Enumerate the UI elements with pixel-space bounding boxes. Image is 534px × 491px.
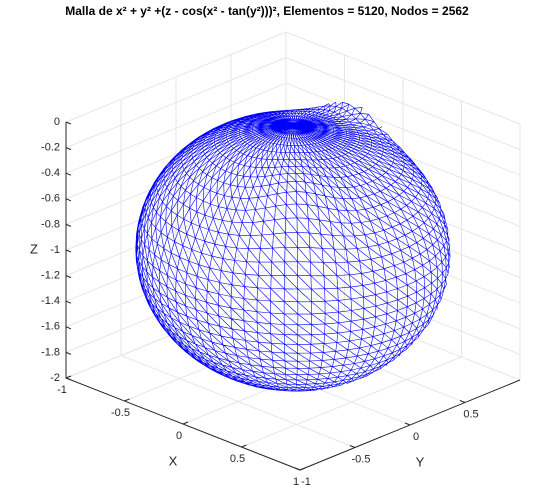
y-axis xyxy=(299,379,521,471)
z-tick-label: -0.6 xyxy=(41,193,60,205)
x-tick-label: -0.5 xyxy=(111,407,130,419)
chart-title: Malla de x² + y² +(z - cos(x² - tan(y²))… xyxy=(65,4,469,18)
grid-line xyxy=(230,310,466,403)
y-tick-label: -1 xyxy=(301,476,311,488)
z-tick-label: -1 xyxy=(50,244,60,256)
x-tick-label: 0.5 xyxy=(230,453,245,465)
tick-mark xyxy=(65,351,72,355)
tick-mark xyxy=(65,121,72,125)
y-tick-label: 0.5 xyxy=(463,408,478,420)
grid-line xyxy=(120,355,356,448)
z-tick-label: -0.2 xyxy=(41,142,60,154)
x-axis xyxy=(65,377,301,471)
mesh xyxy=(135,101,451,392)
tick-mark xyxy=(124,398,130,402)
tick-mark xyxy=(65,249,72,253)
z-tick-label: -2 xyxy=(50,372,60,384)
tick-mark xyxy=(65,198,72,202)
mesh-lines xyxy=(135,101,451,392)
tick-mark xyxy=(65,275,72,279)
z-tick-label: -1.6 xyxy=(41,321,60,333)
z-tick-label: -1.2 xyxy=(41,270,60,282)
x-tick-label: 0 xyxy=(176,430,182,442)
x-tick-label: 1 xyxy=(293,476,299,488)
z-tick-label: -0.8 xyxy=(41,218,60,230)
z-tick-label: -1.4 xyxy=(41,295,60,307)
x-axis-label: X xyxy=(169,453,178,468)
tick-mark xyxy=(404,422,411,426)
z-tick-label: -0.4 xyxy=(41,167,60,179)
z-tick-label: -1.8 xyxy=(41,346,60,358)
grid-line xyxy=(175,332,411,426)
y-tick-label: 0 xyxy=(413,431,419,443)
z-tick-label: 0 xyxy=(54,116,60,128)
axes: -2 -1.8 -1.6 -1.4 -1.2 -1 -0.8 -0.6 -0.4 -0.2 0 -1 -… xyxy=(30,116,521,488)
tick-mark xyxy=(241,444,247,448)
y-tick-label: -0.5 xyxy=(352,453,371,465)
tick-mark xyxy=(65,375,72,379)
tick-mark xyxy=(349,445,356,448)
tick-mark xyxy=(65,172,72,176)
y-axis-label: Y xyxy=(416,454,425,469)
z-axis-label: Z xyxy=(30,241,38,256)
tick-mark xyxy=(459,400,466,403)
tick-mark xyxy=(182,421,189,425)
tick-mark xyxy=(65,147,72,151)
tick-mark xyxy=(65,300,72,304)
tick-mark xyxy=(65,223,72,227)
x-tick-label: -1 xyxy=(57,384,67,396)
tick-mark xyxy=(65,326,72,330)
